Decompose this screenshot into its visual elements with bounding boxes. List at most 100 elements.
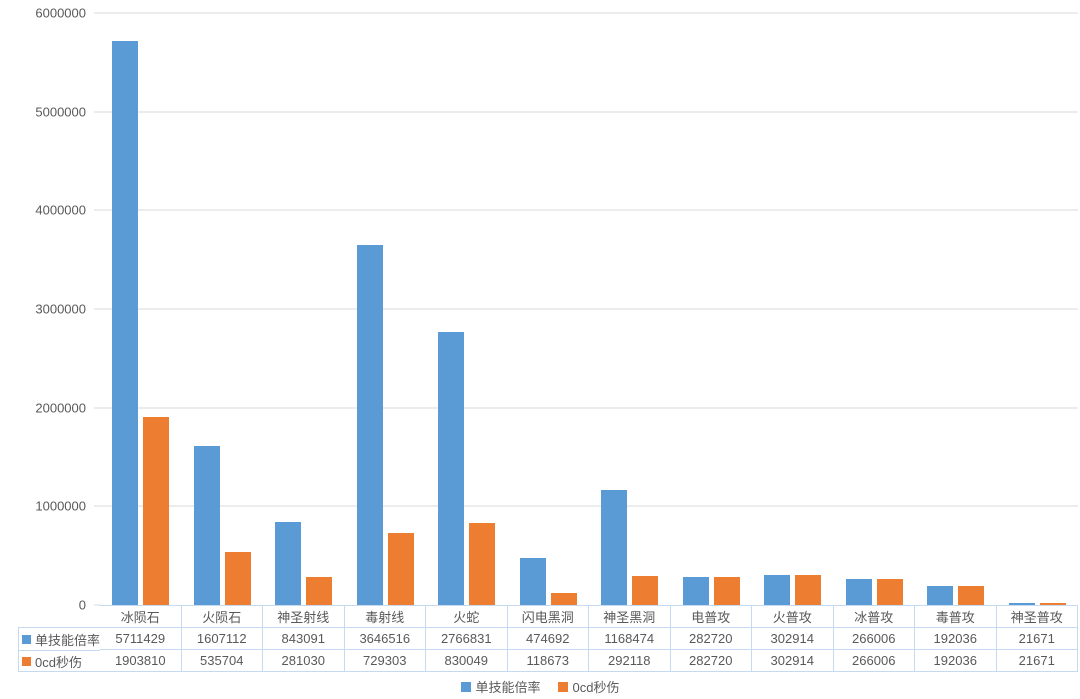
bar-单技能倍率-冰普攻: [845, 578, 872, 605]
bar-0cd秒伤-毒射线: [387, 533, 414, 605]
bar-0cd秒伤-神圣普攻: [1039, 602, 1066, 605]
table-value-cell: 474692: [507, 628, 589, 650]
table-header-cell-火陨石: 火陨石: [181, 606, 263, 628]
y-axis-tick: [94, 12, 101, 14]
category-slot-电普攻: [671, 13, 753, 605]
series-swatch-icon: [22, 634, 31, 644]
bar-单技能倍率-电普攻: [682, 577, 709, 605]
table-header-cell-神圣普攻: 神圣普攻: [996, 606, 1078, 628]
bar-单技能倍率-冰陨石: [112, 41, 139, 605]
table-header-cell-电普攻: 电普攻: [670, 606, 752, 628]
table-value-cell: 118673: [507, 650, 589, 672]
table-label-column: 单技能倍率 0cd秒伤: [18, 627, 100, 672]
y-axis-labels: 6000000 5000000 4000000 3000000 2000000 10000…: [0, 7, 86, 612]
category-slot-神圣射线: [263, 13, 345, 605]
plot-area: [100, 12, 1078, 605]
table-header-cell-毒射线: 毒射线: [344, 606, 426, 628]
table-value-cell: 282720: [670, 628, 752, 650]
bar-单技能倍率-火蛇: [438, 332, 465, 605]
legend-label-series1: 单技能倍率: [475, 680, 541, 695]
category-slot-火陨石: [182, 13, 264, 605]
legend-item-series1: 单技能倍率: [460, 677, 541, 696]
gridline: [100, 505, 1078, 507]
bar-单技能倍率-火普攻: [764, 575, 791, 605]
bar-单技能倍率-毒普攻: [927, 586, 954, 605]
legend-label-series2: 0cd秒伤: [572, 680, 620, 695]
y-axis-tick: [94, 604, 101, 606]
table-value-cell: 5711429: [100, 628, 182, 650]
table-value-cell: 535704: [181, 650, 263, 672]
gridlines: [100, 12, 1078, 605]
table-header-cell-火普攻: 火普攻: [752, 606, 834, 628]
table-value-cell: 2766831: [426, 628, 508, 650]
table-value-cell: 21671: [996, 628, 1078, 650]
bar-单技能倍率-神圣黑洞: [601, 489, 628, 605]
table-value-cell: 302914: [752, 650, 834, 672]
table-value-cell: 192036: [915, 650, 997, 672]
y-axis-ticks: [94, 12, 101, 606]
table-row-label-0cd秒伤: 0cd秒伤: [19, 650, 100, 671]
data-table-grid: 冰陨石 火陨石 神圣射线 毒射线 火蛇 闪电黑洞 神圣黑洞 电普攻 火普攻 冰普攻 毒普攻 神圣普攻 5…: [100, 605, 1078, 672]
y-axis-tick: [94, 407, 101, 409]
category-slot-冰陨石: [100, 13, 182, 605]
table-value-cell: 192036: [915, 628, 997, 650]
category-slot-火蛇: [426, 13, 508, 605]
table-value-cell: 1168474: [589, 628, 671, 650]
category-slot-闪电黑洞: [508, 13, 590, 605]
gridline: [100, 308, 1078, 310]
table-value-cell: 21671: [996, 650, 1078, 672]
bar-单技能倍率-闪电黑洞: [519, 558, 546, 605]
bar-0cd秒伤-火蛇: [469, 523, 496, 605]
table-value-cell: 302914: [752, 628, 834, 650]
legend-swatch: [460, 681, 471, 692]
y-axis-tick-label: 5000000: [35, 104, 86, 120]
table-value-cell: 1607112: [181, 628, 263, 650]
y-axis-tick-label: 3000000: [35, 301, 86, 317]
category-slot-冰普攻: [834, 13, 916, 605]
table-header-cell-毒普攻: 毒普攻: [915, 606, 997, 628]
y-axis-tick: [94, 308, 101, 310]
series-swatch-icon: [22, 656, 31, 666]
bar-单技能倍率-神圣普攻: [1008, 602, 1035, 605]
table-header-cell-冰陨石: 冰陨石: [100, 606, 182, 628]
bar-单技能倍率-火陨石: [193, 446, 220, 605]
bar-0cd秒伤-闪电黑洞: [550, 593, 577, 605]
table-value-cell: 1903810: [100, 650, 182, 672]
gridline: [100, 209, 1078, 211]
table-value-cell: 281030: [263, 650, 345, 672]
gridline: [100, 111, 1078, 113]
bar-0cd秒伤-冰陨石: [143, 417, 170, 605]
chart-legend: 单技能倍率 0cd秒伤: [0, 677, 1080, 696]
y-axis-tick-label: 0: [78, 597, 86, 613]
y-axis-tick: [94, 505, 101, 507]
table-header-cell-火蛇: 火蛇: [426, 606, 508, 628]
legend-swatch: [557, 681, 568, 692]
table-value-cell: 282720: [670, 650, 752, 672]
category-slot-毒射线: [345, 13, 427, 605]
y-axis-tick: [94, 111, 101, 113]
y-axis-tick-label: 1000000: [35, 498, 86, 514]
bar-0cd秒伤-神圣黑洞: [632, 576, 659, 605]
gridline: [100, 12, 1078, 14]
table-header-cell-冰普攻: 冰普攻: [833, 606, 915, 628]
table-header-cell-闪电黑洞: 闪电黑洞: [507, 606, 589, 628]
plot-slots: [100, 13, 1078, 605]
bar-0cd秒伤-火陨石: [224, 552, 251, 605]
bar-单技能倍率-毒射线: [356, 245, 383, 605]
table-value-cell: 292118: [589, 650, 671, 672]
bar-0cd秒伤-冰普攻: [876, 578, 903, 605]
table-row-label-单技能倍率: 单技能倍率: [19, 628, 100, 650]
category-slot-神圣普攻: [997, 13, 1079, 605]
y-axis-tick: [94, 209, 101, 211]
table-value-cell: 843091: [263, 628, 345, 650]
bar-0cd秒伤-毒普攻: [958, 586, 985, 605]
y-axis-tick-label: 2000000: [35, 400, 86, 416]
gridline: [100, 407, 1078, 409]
table-value-cell: 266006: [833, 628, 915, 650]
legend-item-series2: 0cd秒伤: [557, 677, 620, 696]
category-slot-毒普攻: [915, 13, 997, 605]
table-row-label-text: 0cd秒伤: [35, 654, 82, 670]
y-axis-tick-label: 6000000: [35, 5, 86, 21]
table-header-cell-神圣射线: 神圣射线: [263, 606, 345, 628]
